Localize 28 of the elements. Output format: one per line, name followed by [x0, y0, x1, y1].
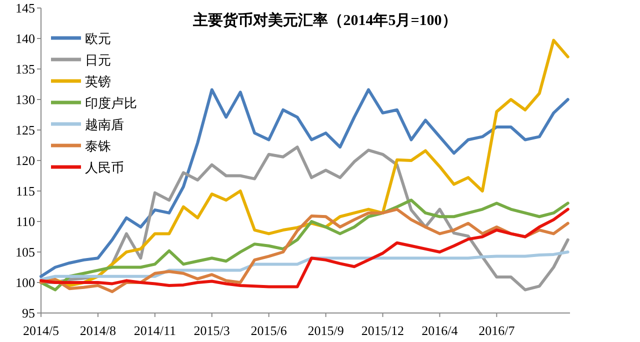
x-tick-label: 2014/11 [134, 323, 176, 338]
y-tick-label: 120 [16, 153, 35, 168]
x-tick-label: 2015/9 [308, 323, 344, 338]
y-tick-label: 100 [16, 275, 35, 290]
y-tick-label: 145 [16, 0, 35, 16]
y-tick-label: 105 [16, 244, 35, 260]
legend-label: 泰铢 [85, 140, 111, 154]
y-tick-label: 95 [22, 306, 35, 320]
x-tick-label: 2014/8 [80, 323, 116, 338]
y-tick-label: 110 [16, 214, 35, 229]
x-tick-label: 2015/12 [361, 323, 404, 338]
legend-label: 印度卢比 [85, 96, 137, 112]
y-tick-label: 115 [16, 184, 35, 198]
legend-label: 欧元 [85, 32, 111, 47]
legend-label: 英镑 [85, 75, 111, 90]
x-tick-label: 2014/5 [22, 323, 60, 338]
legend-label: 人民币 [85, 161, 124, 176]
chart-title: 主要货币对美元汇率（2014年5月=100） [192, 11, 457, 29]
legend-label: 日元 [85, 54, 111, 68]
y-tick-label: 135 [16, 62, 35, 76]
x-tick-label: 2016/7 [478, 323, 516, 338]
y-tick-label: 140 [16, 31, 35, 46]
x-tick-label: 2015/6 [250, 323, 288, 338]
x-tick-label: 2016/4 [422, 323, 458, 338]
x-tick-label: 2015/3 [194, 323, 230, 338]
y-tick-label: 125 [16, 122, 35, 138]
legend-label: 越南盾 [85, 118, 124, 133]
y-tick-label: 130 [16, 92, 35, 107]
